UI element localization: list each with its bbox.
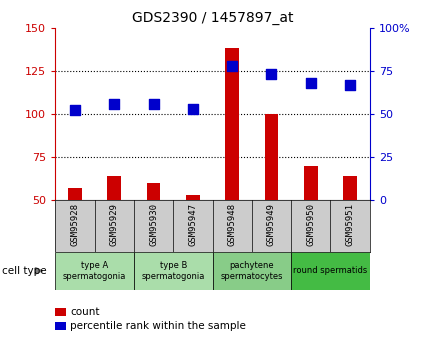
Text: GSM95928: GSM95928 [71,203,79,246]
Bar [225,48,239,286]
Point [190,106,196,111]
Text: GSM95948: GSM95948 [228,203,237,246]
Bar [68,188,82,286]
Bar [291,252,370,290]
Bar [186,195,200,286]
Text: GSM95951: GSM95951 [346,203,354,246]
Text: count: count [70,307,99,317]
Text: GSM95929: GSM95929 [110,203,119,246]
Bar [343,176,357,286]
Bar [108,176,121,286]
Bar [55,252,134,290]
Text: GSM95947: GSM95947 [188,203,197,246]
Text: GSM95930: GSM95930 [149,203,158,246]
Point [71,108,78,113]
Bar [265,114,278,286]
Bar [304,166,317,286]
Text: cell type: cell type [2,266,47,276]
Text: pachytene
spermatocytes: pachytene spermatocytes [221,261,283,280]
Bar [134,252,212,290]
Text: type A
spermatogonia: type A spermatogonia [63,261,126,280]
Bar [147,183,160,286]
Text: GSM95949: GSM95949 [267,203,276,246]
Text: percentile rank within the sample: percentile rank within the sample [70,321,246,331]
Point [111,101,118,106]
Text: round spermatids: round spermatids [293,266,368,275]
Bar [212,252,291,290]
Point [150,101,157,106]
Title: GDS2390 / 1457897_at: GDS2390 / 1457897_at [132,11,293,25]
Point [307,80,314,86]
Point [268,71,275,77]
Text: type B
spermatogonia: type B spermatogonia [142,261,205,280]
Point [229,63,235,68]
Text: GSM95950: GSM95950 [306,203,315,246]
Point [347,82,354,87]
